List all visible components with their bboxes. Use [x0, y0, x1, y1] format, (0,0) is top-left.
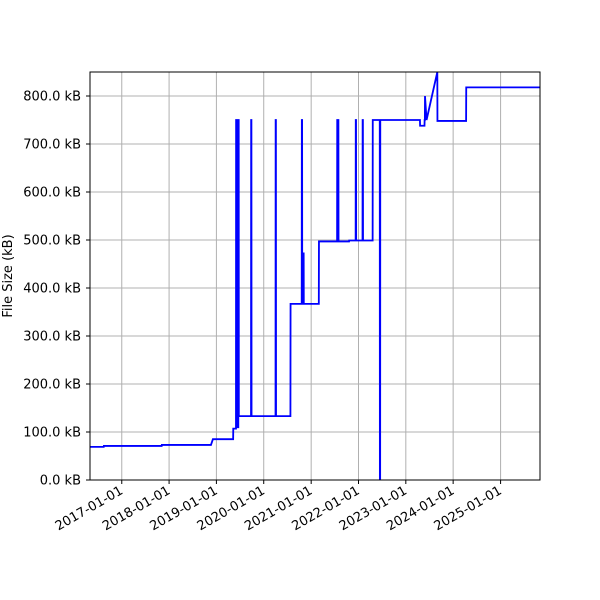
y-tick-label: 700.0 kB	[23, 138, 81, 153]
grid	[90, 72, 540, 481]
plot-area	[90, 72, 540, 480]
y-axis: 0.0 kB 100.0 kB 200.0 kB 300.0 kB 400.0 kB 50…	[23, 90, 90, 489]
y-tick-label: 0.0 kB	[40, 474, 81, 489]
axes-frame	[89, 71, 541, 481]
y-tick-label: 600.0 kB	[23, 186, 81, 201]
y-tick-label: 100.0 kB	[23, 426, 81, 441]
y-tick-label: 200.0 kB	[23, 378, 81, 393]
y-tick-label: 400.0 kB	[23, 282, 81, 297]
series-line	[90, 72, 540, 480]
y-tick-label: 500.0 kB	[23, 234, 81, 249]
y-tick-label: 800.0 kB	[23, 90, 81, 105]
y-tick-label: 300.0 kB	[23, 330, 81, 345]
y-axis-label: File Size (kB)	[1, 234, 16, 317]
